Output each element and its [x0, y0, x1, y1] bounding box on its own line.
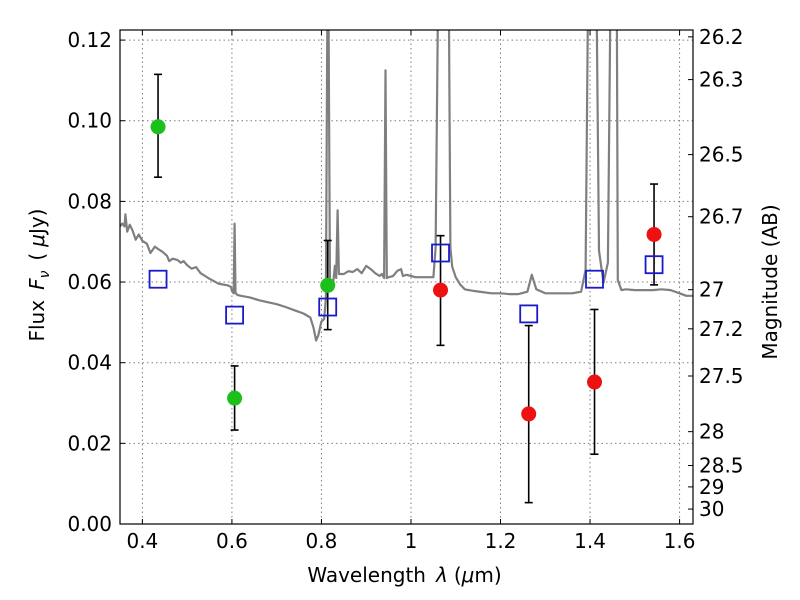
- y2-tick-label: 30: [699, 497, 724, 521]
- y2-axis-label: Magnitude (AB): [758, 204, 782, 359]
- y-axis-label: FluxFν(μJy): [25, 208, 53, 341]
- y2-tick-label: 26.2: [699, 25, 744, 49]
- y2-tick-label: 26.5: [699, 143, 744, 167]
- y-tick-label: 0.10: [67, 109, 112, 133]
- model-flux-square: [431, 243, 450, 263]
- y2-tick-label: 26.3: [699, 68, 744, 92]
- y2-tick-label: 29: [699, 475, 724, 499]
- model-flux-square: [318, 297, 338, 317]
- axis-ticks: 0.4 0.6 0.8 1 1.2 1.4 1.6 0.00 0.02 0.04 0.06 0.08 0…: [67, 25, 743, 553]
- x-tick-label: 0.8: [306, 529, 338, 553]
- model-flux-square: [519, 304, 539, 324]
- x-tick-label: 0.6: [216, 529, 248, 553]
- y2-tick-label: 28: [699, 420, 724, 444]
- observed-flux-point: [646, 226, 662, 242]
- x-tick-label: 1.4: [574, 529, 606, 553]
- model-spectrum-layer: [120, 30, 693, 342]
- y-tick-label: 0.02: [67, 431, 112, 455]
- x-axis-label: Wavelength λ (μm): [307, 563, 501, 587]
- y-tick-label: 0.04: [67, 351, 112, 375]
- x-tick-label: 1.2: [485, 529, 517, 553]
- model-flux-square: [225, 305, 245, 325]
- y2-tick-label: 28.5: [699, 454, 744, 478]
- plot-frame: [119, 29, 694, 525]
- model-flux-square: [644, 255, 664, 275]
- model-flux-square: [148, 269, 168, 289]
- y-axis-label-text: Flux: [25, 300, 49, 342]
- y-tick-label: 0.12: [67, 28, 112, 52]
- y2-tick-label: 27.5: [699, 364, 744, 388]
- model-spectrum-line: [120, 30, 693, 342]
- y2-tick-label: 26.7: [699, 205, 744, 229]
- data-markers-layer: [148, 73, 664, 504]
- observed-flux-point: [433, 282, 449, 298]
- x-axis-label-text: Wavelength: [307, 563, 426, 587]
- observed-flux-point: [227, 390, 243, 406]
- y2-tick-label: 27: [699, 278, 724, 302]
- y-tick-label: 0.00: [67, 512, 112, 536]
- observed-flux-point: [320, 277, 336, 293]
- y-tick-label: 0.08: [67, 189, 112, 213]
- x-tick-label: 1: [405, 529, 418, 553]
- observed-flux-point: [521, 406, 537, 422]
- y2-tick-label: 27.2: [699, 317, 744, 341]
- observed-flux-point: [587, 374, 603, 390]
- x-tick-label: 1.6: [664, 529, 696, 553]
- y-tick-label: 0.06: [67, 270, 112, 294]
- model-flux-square: [585, 269, 604, 289]
- x-tick-label: 0.4: [126, 529, 158, 553]
- observed-flux-point: [150, 119, 166, 135]
